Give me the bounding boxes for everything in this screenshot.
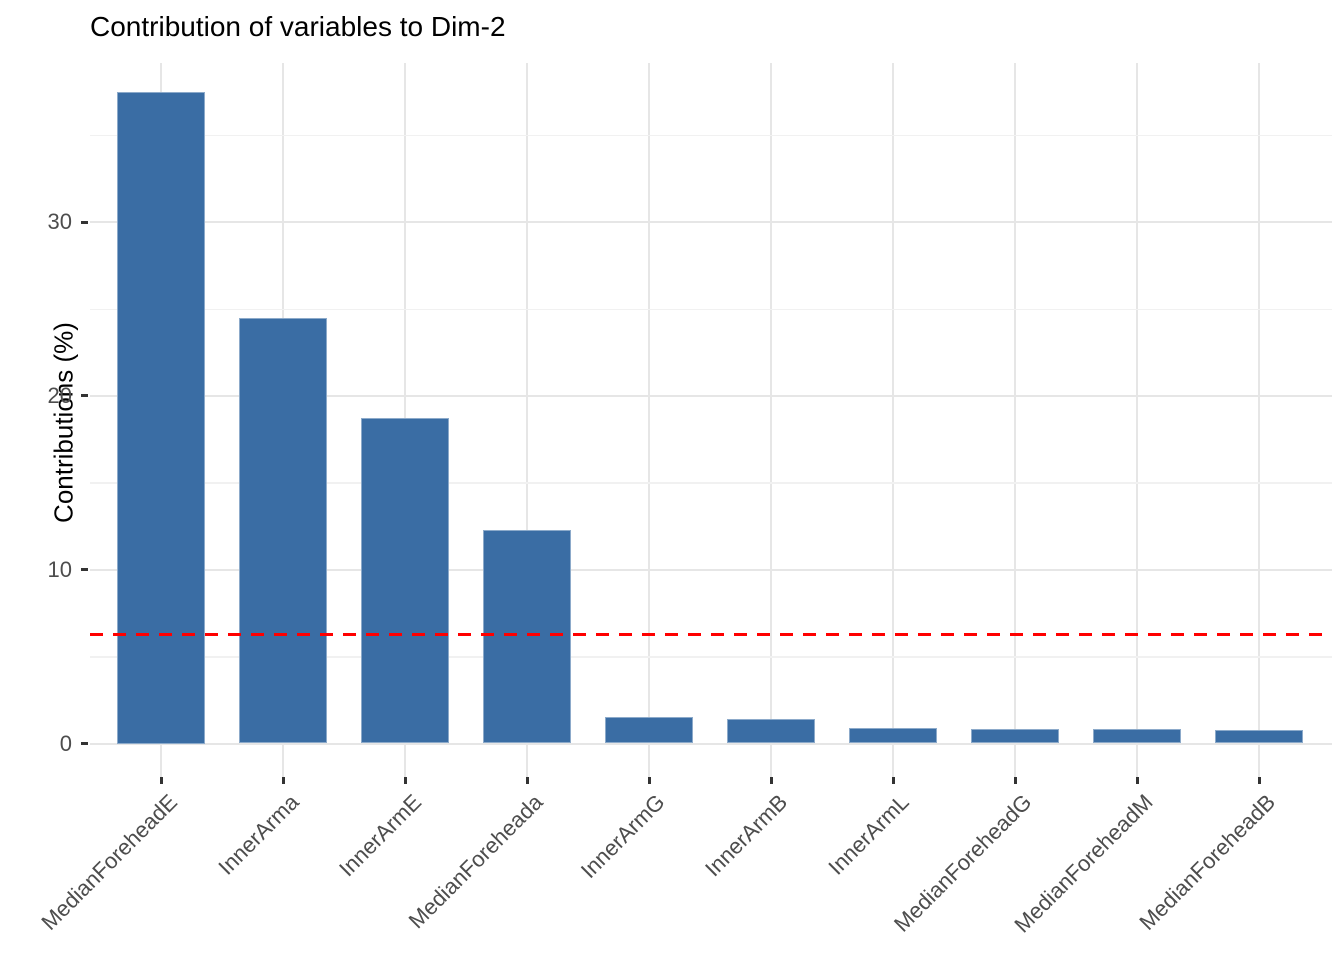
bar-InnerArmL [849,727,937,744]
x-tick-label-InnerArmB: InnerArmB [699,789,792,882]
x-tick-mark-InnerArma [281,777,285,784]
x-tick-mark-MedianForeheadE [159,777,163,784]
y-tick-label-0: 0 [59,730,72,756]
bar-InnerArmG [605,717,693,744]
x-tick-mark-MedianForeheadG [1013,777,1017,784]
gridline-x-MedianForeheada [526,63,528,777]
bar-MedianForeheadE [117,91,205,744]
gridline-y-0 [90,742,1332,745]
y-tick-mark-10 [81,568,88,572]
x-tick-mark-InnerArmL [891,777,895,784]
x-tick-label-MedianForeheadB: MedianForeheadB [1134,789,1280,935]
bar-InnerArmB [727,719,815,744]
bar-InnerArma [239,317,327,744]
y-tick-label-30: 30 [47,209,72,235]
gridline-y-10 [90,568,1332,571]
x-tick-mark-InnerArmB [769,777,773,784]
bar-MedianForeheada [483,529,571,744]
gridline-y-30 [90,221,1332,224]
x-tick-label-InnerArmE: InnerArmE [333,789,426,882]
y-tick-mark-30 [81,220,88,224]
gridline-x-MedianForeheadG [1014,63,1016,777]
bar-MedianForeheadM [1093,728,1181,744]
gridline-y-minor-5 [90,656,1332,658]
x-tick-mark-MedianForeheadB [1257,777,1261,784]
gridline-x-InnerArmG [648,63,650,777]
x-tick-mark-MedianForeheadM [1135,777,1139,784]
bar-MedianForeheadB [1215,729,1303,744]
gridline-y-minor-25 [90,308,1332,310]
gridline-y-minor-35 [90,134,1332,137]
x-tick-label-InnerArmL: InnerArmL [823,789,914,880]
x-tick-mark-InnerArmE [403,777,407,784]
reference-line [90,633,1332,637]
chart-title: Contribution of variables to Dim-2 [90,11,506,42]
y-tick-mark-0 [81,742,88,745]
gridline-x-MedianForeheadM [1136,63,1138,777]
y-tick-label-20: 20 [47,382,72,408]
y-tick-label-10: 10 [47,556,72,582]
x-tick-label-MedianForeheadE: MedianForeheadE [36,789,182,935]
x-tick-label-InnerArma: InnerArma [213,789,304,880]
gridline-y-20 [90,394,1332,397]
bar-MedianForeheadG [971,728,1059,744]
x-tick-label-MedianForeheada: MedianForeheada [404,789,548,934]
y-tick-mark-20 [81,394,88,398]
x-tick-mark-InnerArmG [647,777,651,784]
gridline-x-MedianForeheadB [1258,63,1260,777]
bar-InnerArmE [361,418,449,744]
gridline-y-minor-15 [90,482,1332,484]
gridline-x-InnerArmL [892,63,894,777]
x-tick-mark-MedianForeheada [525,777,529,784]
x-tick-label-InnerArmG: InnerArmG [576,789,670,884]
gridline-x-InnerArmB [770,63,772,777]
